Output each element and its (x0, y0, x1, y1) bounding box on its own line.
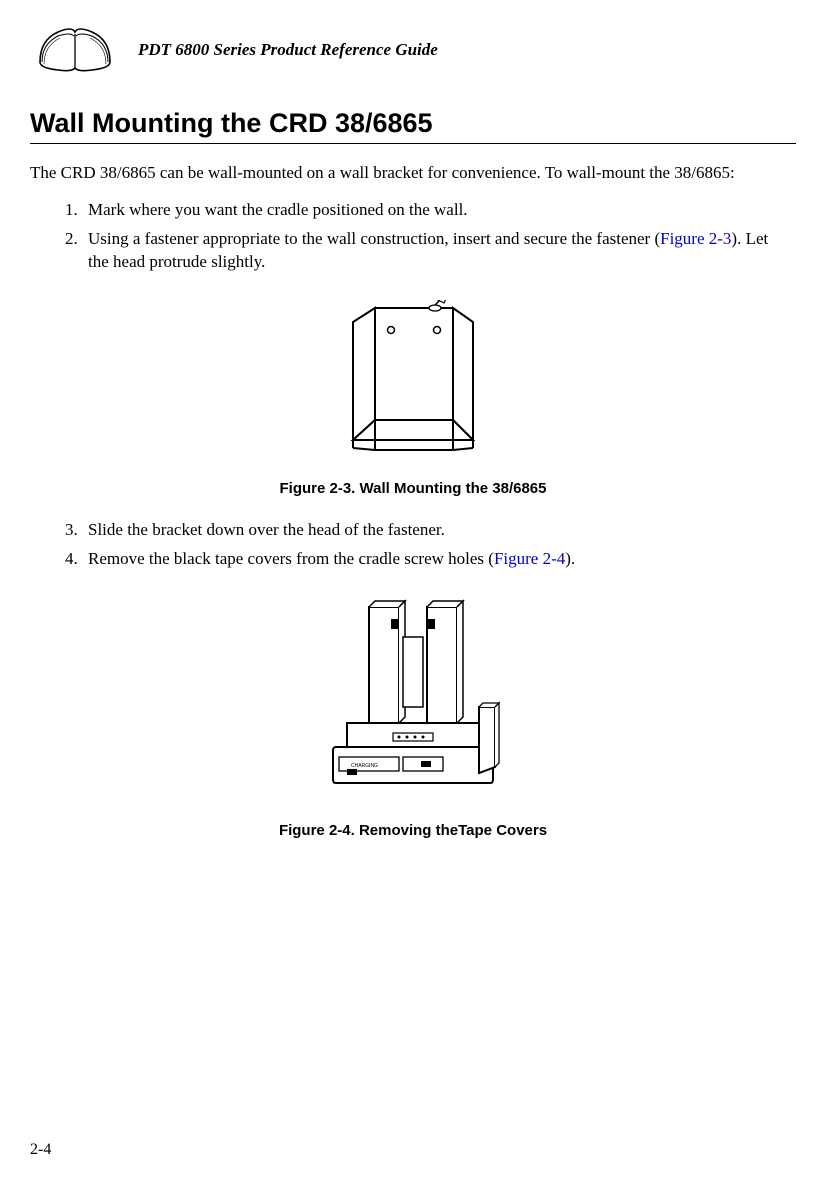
step-3: Slide the bracket down over the head of … (82, 519, 774, 542)
figure-ref-2-4[interactable]: Figure 2-4 (494, 549, 565, 568)
guide-title: PDT 6800 Series Product Reference Guide (138, 40, 438, 60)
page: PDT 6800 Series Product Reference Guide … (0, 0, 826, 1177)
steps-list-b: Slide the bracket down over the head of … (60, 519, 796, 571)
figure-2-caption: Figure 2-4. Removing theTape Covers (30, 822, 796, 839)
step-2: Using a fastener appropriate to the wall… (82, 228, 774, 274)
svg-text:CHARGING: CHARGING (351, 763, 378, 769)
book-icon (30, 20, 120, 80)
steps-list-a: Mark where you want the cradle positione… (60, 199, 796, 274)
section-heading: Wall Mounting the CRD 38/6865 (30, 108, 796, 139)
figure-1-wrap (30, 300, 796, 460)
intro-paragraph: The CRD 38/6865 can be wall-mounted on a… (30, 162, 796, 185)
figure-1-caption: Figure 2-3. Wall Mounting the 38/6865 (30, 480, 796, 497)
step-1: Mark where you want the cradle positione… (82, 199, 774, 222)
step-4: Remove the black tape covers from the cr… (82, 548, 774, 571)
page-number: 2-4 (30, 1141, 51, 1159)
heading-rule (30, 143, 796, 144)
figure-2-wrap: CHARGING (30, 597, 796, 802)
figure-ref-2-3[interactable]: Figure 2-3 (660, 229, 731, 248)
header-row: PDT 6800 Series Product Reference Guide (30, 20, 796, 80)
figure-2-illustration: CHARGING (303, 597, 523, 797)
figure-1-illustration (313, 300, 513, 455)
